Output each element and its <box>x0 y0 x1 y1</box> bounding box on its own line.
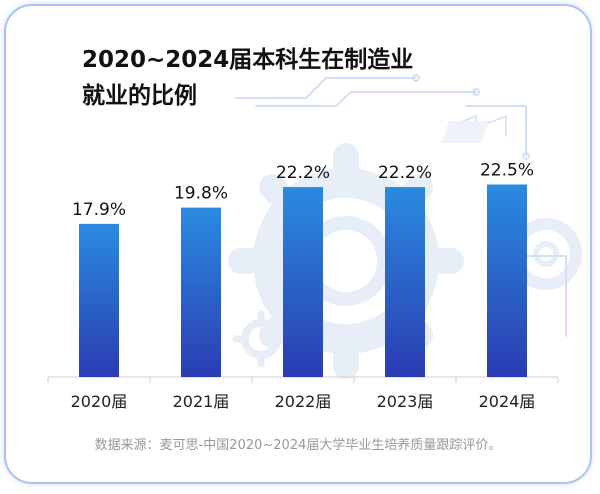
background-decor <box>228 74 582 379</box>
value-label: 17.9% <box>72 200 126 220</box>
category-label: 2023届 <box>377 392 434 411</box>
bar-chart: 17.9% 19.8% 22.2% 22.2% 22.5% 2020届 2021届 2022… <box>47 74 582 411</box>
source-note: 数据来源：麦可思-中国2020~2024届大学毕业生培养质量跟踪评价。 <box>94 438 502 453</box>
bar-2022届 <box>283 187 323 377</box>
chart-title-line-1: 2020~2024届本科生在制造业 <box>82 47 414 73</box>
category-label: 2021届 <box>173 392 230 411</box>
value-label: 19.8% <box>174 184 228 204</box>
bars <box>79 184 527 377</box>
value-labels: 17.9% 19.8% 22.2% 22.2% 22.5% <box>72 161 534 220</box>
value-label: 22.2% <box>276 163 330 183</box>
value-label: 22.5% <box>480 161 534 181</box>
category-label: 2020届 <box>71 392 128 411</box>
value-label: 22.2% <box>378 163 432 183</box>
x-axis-ticks <box>47 377 559 383</box>
bar-2024届 <box>487 184 527 377</box>
small-gear-icon <box>232 310 290 368</box>
chart-title-line-2: 就业的比例 <box>82 83 197 109</box>
bar-2021届 <box>181 207 221 377</box>
bar-2020届 <box>79 223 119 377</box>
category-label: 2022届 <box>275 392 332 411</box>
bar-2023届 <box>385 187 425 377</box>
chart-card: 17.9% 19.8% 22.2% 22.2% 22.5% 2020届 2021届 2022… <box>4 4 592 484</box>
chart-title: 2020~2024届本科生在制造业 就业的比例 <box>82 42 413 114</box>
category-label: 2024届 <box>479 392 536 411</box>
category-labels: 2020届 2021届 2022届 2023届 2024届 <box>71 392 536 411</box>
